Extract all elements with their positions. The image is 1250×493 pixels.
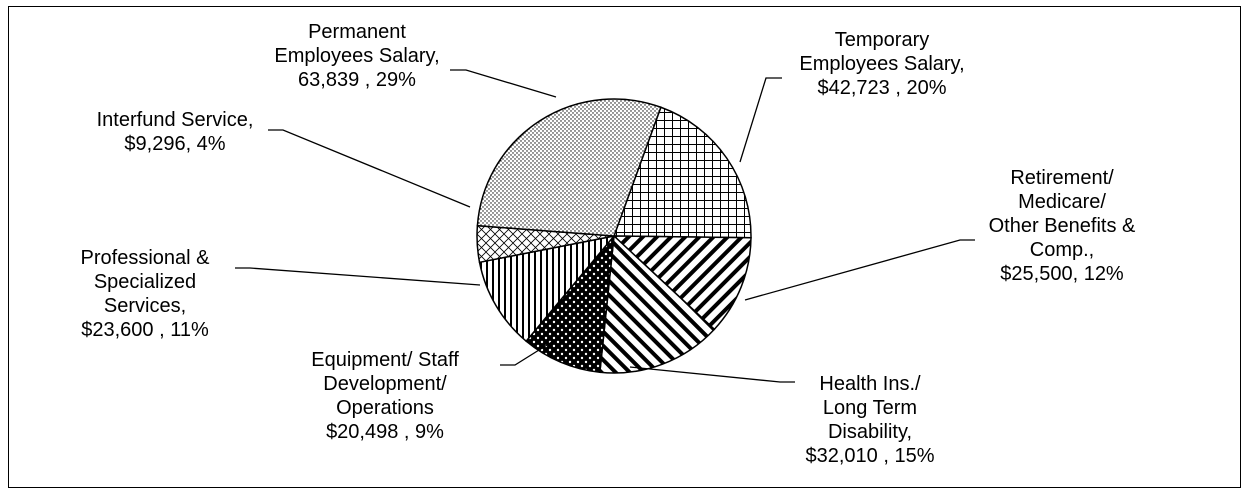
- frame: [8, 6, 1241, 488]
- value-label: $9,296, 4%: [124, 133, 226, 155]
- pie-slice: [525, 233, 615, 374]
- category-label: Temporary Employees Salary,: [799, 29, 965, 75]
- leader-line: [500, 339, 556, 366]
- value-label: $23,600 , 11%: [81, 319, 209, 341]
- value-label: $25,500, 12%: [1000, 263, 1124, 285]
- pie-slice: [478, 234, 616, 343]
- leader-line: [268, 129, 471, 208]
- slice-label: Retirement/ Medicare/ Other Benefits & C…: [989, 166, 1136, 286]
- category-label: Health Ins./ Long Term Disability,: [819, 373, 921, 443]
- category-label: Retirement/ Medicare/ Other Benefits & C…: [988, 167, 1136, 261]
- value-label: $32,010 , 15%: [805, 445, 935, 467]
- category-label: Permanent Employees Salary,: [274, 21, 440, 67]
- value-label: $20,498 , 9%: [326, 421, 444, 443]
- slice-label: Temporary Employees Salary, $42,723 , 20%: [799, 28, 964, 100]
- leader-line: [235, 267, 481, 286]
- slice-label: Professional & Specialized Services, $23,…: [81, 246, 210, 342]
- leader-line: [629, 366, 795, 383]
- value-label: 63,839 , 29%: [298, 69, 416, 91]
- leader-line: [739, 77, 782, 163]
- category-label: Interfund Service,: [96, 109, 254, 131]
- pie-slice: [612, 106, 752, 239]
- pie-slice: [612, 235, 752, 331]
- slice-label: Equipment/ Staff Development/ Operations…: [311, 348, 459, 444]
- category-label: Equipment/ Staff Development/ Operations: [311, 349, 459, 419]
- slice-label: Health Ins./ Long Term Disability, $32,01…: [806, 372, 935, 468]
- slice-label: Permanent Employees Salary, 63,839 , 29%: [274, 20, 439, 92]
- category-label: Professional & Specialized Services,: [80, 247, 210, 317]
- pie-slice: [476, 98, 662, 237]
- value-label: $42,723 , 20%: [817, 77, 947, 99]
- slice-label: Interfund Service, $9,296, 4%: [97, 108, 254, 156]
- pie-slice: [599, 234, 716, 374]
- leader-line: [744, 239, 975, 301]
- leader-line: [450, 69, 557, 98]
